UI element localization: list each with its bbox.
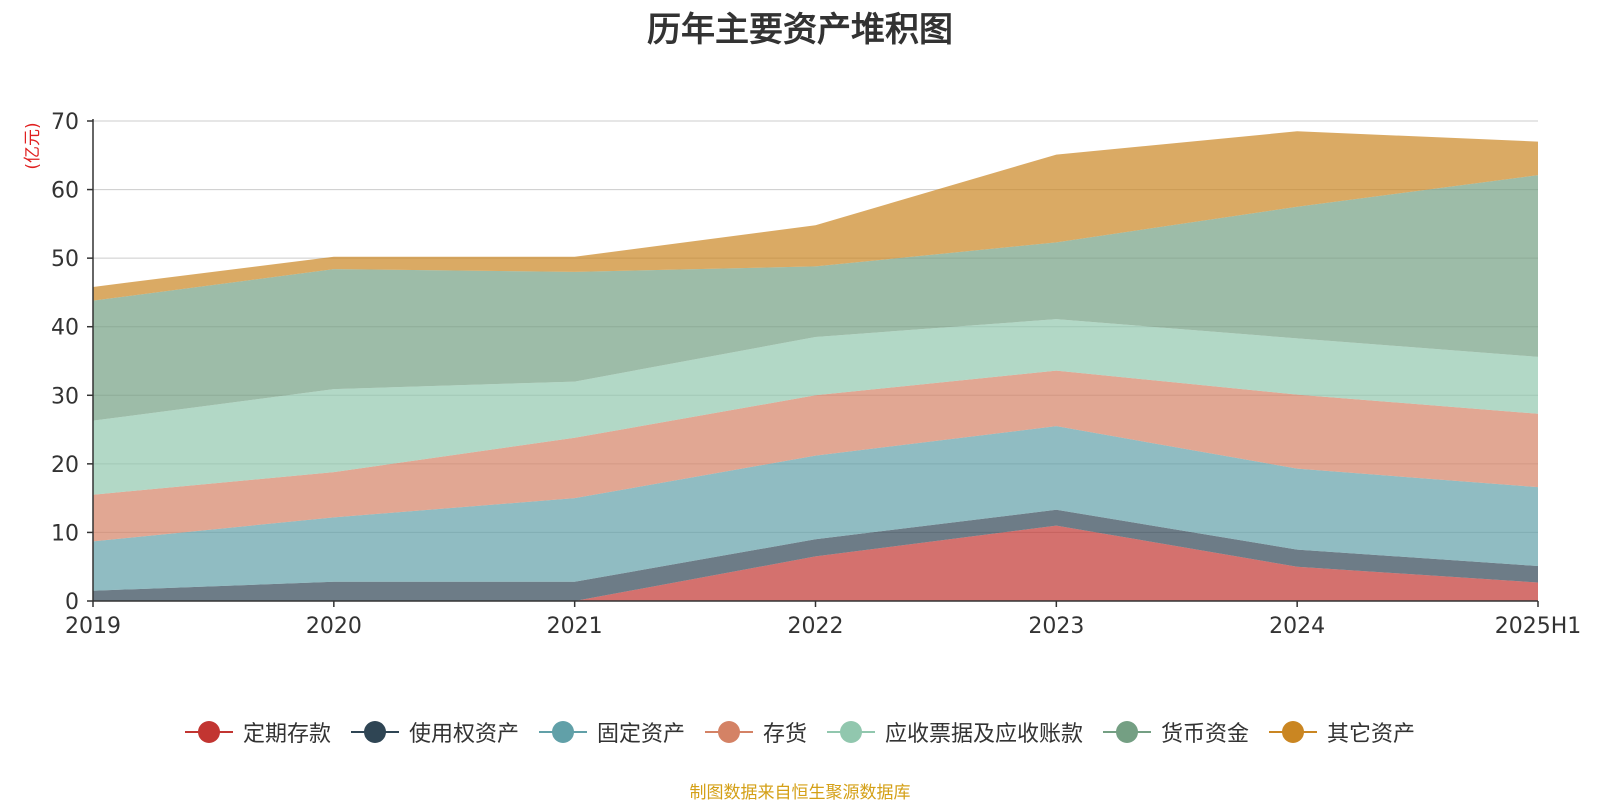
- source-note: 制图数据来自恒生聚源数据库: [689, 783, 911, 800]
- area-series-6: [93, 131, 1538, 301]
- y-tick-label-50: 50: [51, 247, 79, 272]
- chart-title: 历年主要资产堆积图: [647, 10, 953, 50]
- legend-label: 其它资产: [1327, 722, 1416, 747]
- y-tick-label-40: 40: [51, 316, 79, 341]
- legend-label: 使用权资产: [408, 722, 519, 747]
- x-tick-label-0: 2019: [65, 614, 121, 639]
- legend-swatch-icon: [827, 720, 875, 744]
- legend-item-6[interactable]: 其它资产: [1269, 716, 1415, 748]
- area-series-3: [93, 370, 1538, 542]
- y-axis-label: (亿元): [23, 122, 43, 169]
- x-tick-label-2: 2021: [547, 614, 603, 639]
- area-series-0: [93, 525, 1538, 601]
- x-tick-label-1: 2020: [306, 614, 362, 639]
- area-series-1: [93, 509, 1538, 601]
- legend-label: 固定资产: [596, 722, 685, 747]
- x-tick-label-5: 2024: [1269, 614, 1325, 639]
- legend-swatch-icon: [184, 720, 233, 744]
- legend-swatch-icon: [350, 720, 399, 744]
- legend-swatch-icon: [1103, 720, 1152, 744]
- x-tick-label-4: 2023: [1028, 614, 1084, 639]
- legend-label: 定期存款: [242, 722, 331, 747]
- area-series-4: [93, 319, 1538, 495]
- legend-swatch-icon: [704, 720, 753, 744]
- legend-label: 货币资金: [1161, 722, 1250, 747]
- legend-item-2[interactable]: 固定资产: [538, 716, 685, 748]
- legend-item-5[interactable]: 货币资金: [1103, 716, 1249, 748]
- legend-swatch-icon: [1269, 720, 1318, 744]
- legend: 定期存款 使用权资产 固定资产 存货 应收票据及应收账款 货币资金 其它资产: [0, 716, 1600, 748]
- y-tick-label-10: 10: [51, 521, 79, 546]
- area-series-2: [93, 426, 1538, 591]
- y-tick-label-20: 20: [51, 453, 79, 478]
- y-tick-label-60: 60: [51, 179, 79, 204]
- y-tick-label-0: 0: [65, 590, 79, 615]
- y-tick-label-70: 70: [51, 110, 79, 135]
- legend-label: 存货: [762, 722, 807, 747]
- area-series-5: [93, 175, 1538, 421]
- x-tick-label-3: 2022: [788, 614, 844, 639]
- legend-item-3[interactable]: 存货: [704, 716, 807, 748]
- legend-item-1[interactable]: 使用权资产: [350, 716, 519, 748]
- y-tick-label-30: 30: [51, 384, 79, 409]
- legend-item-4[interactable]: 应收票据及应收账款: [827, 716, 1083, 748]
- legend-swatch-icon: [538, 720, 587, 744]
- legend-label: 应收票据及应收账款: [885, 722, 1084, 747]
- legend-item-0[interactable]: 定期存款: [184, 716, 331, 748]
- x-tick-label-6: 2025H1: [1495, 614, 1582, 639]
